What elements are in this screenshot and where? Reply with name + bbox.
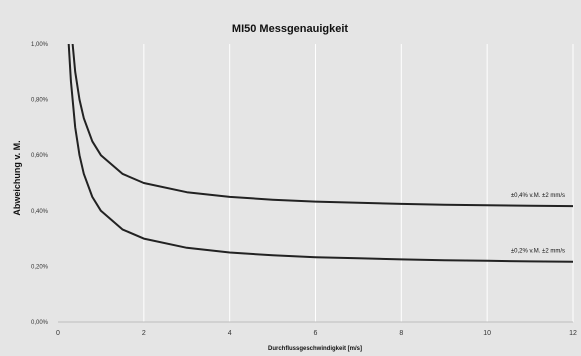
grid-lines [58,44,574,323]
x-tick-label: 8 [399,330,403,337]
x-tick-label: 10 [483,330,491,337]
x-tick-label: 6 [314,330,318,337]
series-line-2 [67,44,573,263]
series-label-2: ±0,2% v.M. ±2 mm/s [511,249,565,255]
x-tick-label: 0 [56,330,60,337]
y-tick-label: 1,00% [31,42,49,48]
series-label-1: ±0,4% v.M. ±2 mm/s [511,193,565,199]
y-tick-label: 0,20% [31,264,49,270]
y-tick-label: 0,80% [31,98,49,104]
x-tick-label: 2 [142,330,146,337]
x-tick-label: 4 [228,330,232,337]
series-line-1 [71,44,573,208]
y-tick-label: 0,60% [31,153,49,159]
y-axis-label: Abweichung v. M. [12,140,22,215]
y-tick-label: 0,00% [31,320,49,326]
x-tick-label: 12 [569,330,577,337]
x-tick-labels: 0 2 4 6 8 10 12 [56,330,577,337]
chart-title: MI50 Messgenauigkeit [232,23,348,35]
series-lines [67,44,573,263]
series-labels: ±0,4% v.M. ±2 mm/s ±0,2% v.M. ±2 mm/s [511,193,565,255]
x-axis-label: Durchflussgeschwindigkeit [m/s] [268,346,362,352]
y-tick-labels: 0,00% 0,20% 0,40% 0,60% 0,80% 1,00% [31,42,49,326]
y-tick-label: 0,40% [31,209,49,215]
